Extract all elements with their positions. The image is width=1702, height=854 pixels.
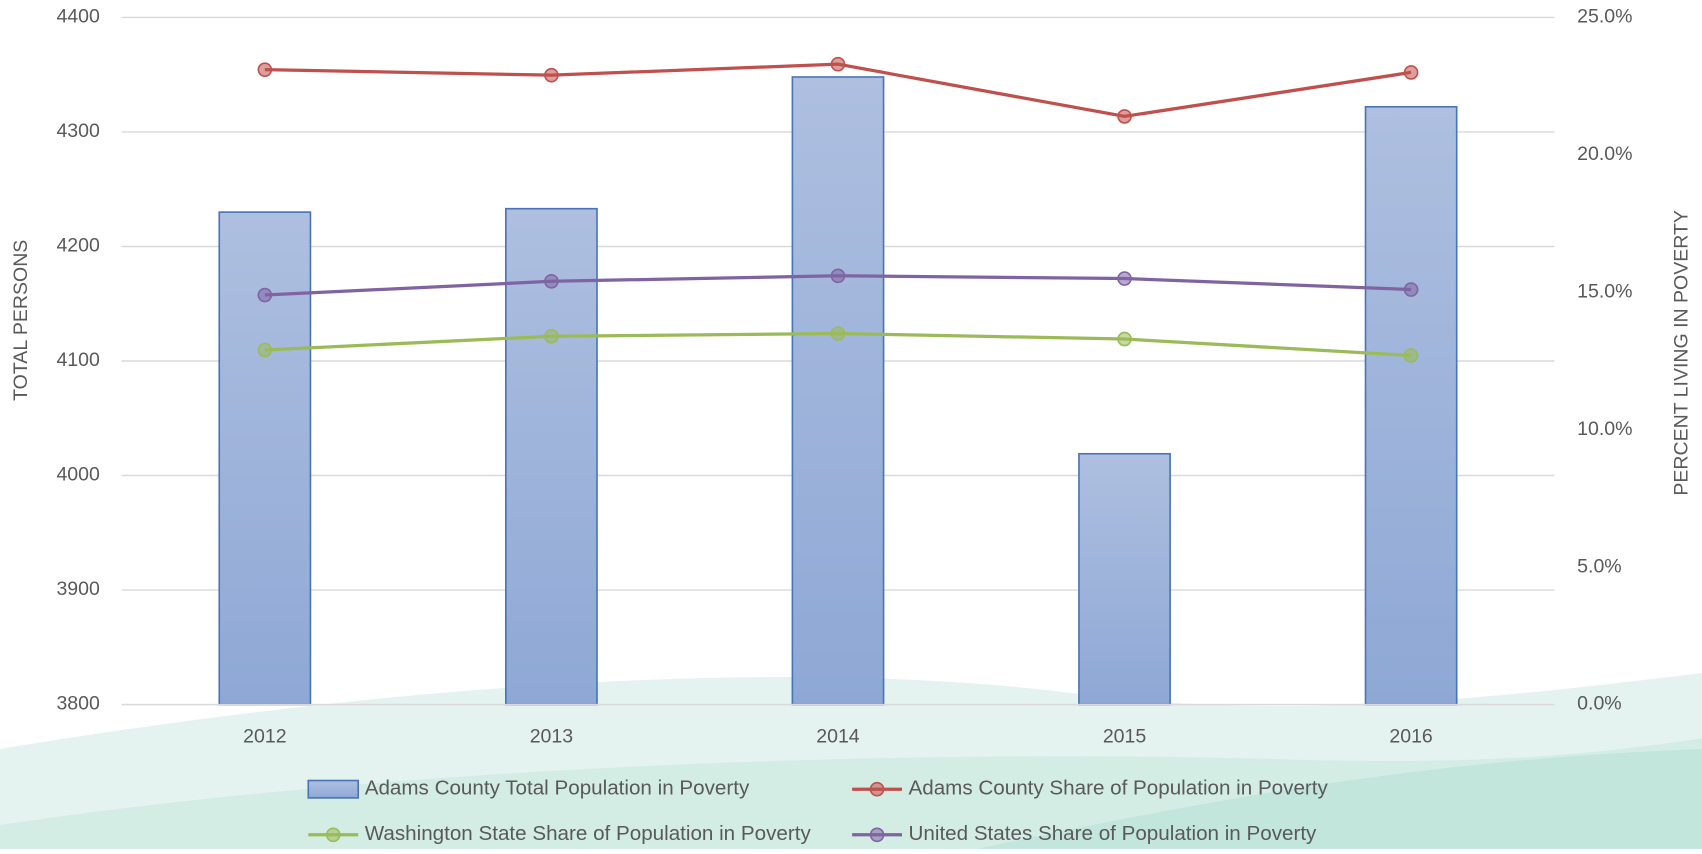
y-tick-label: 4100 xyxy=(56,349,100,371)
marker xyxy=(830,326,846,341)
marker xyxy=(257,342,273,358)
y-tick-label: 3900 xyxy=(56,578,100,600)
bar xyxy=(505,207,598,706)
x-tick-label: 2014 xyxy=(816,725,860,747)
y-axis-title: TOTAL PERSONS xyxy=(10,240,32,401)
bar xyxy=(218,211,312,706)
y2-tick-label: 15.0% xyxy=(1577,280,1632,302)
marker xyxy=(544,328,559,344)
marker xyxy=(1403,348,1419,363)
legend-marker xyxy=(869,781,885,797)
background-waves xyxy=(0,673,1702,849)
y-tick-label: 4300 xyxy=(56,120,100,142)
y-tick-label: 4000 xyxy=(56,464,100,486)
y2-tick-label: 20.0% xyxy=(1577,143,1632,165)
legend-label: United States Share of Population in Pov… xyxy=(909,822,1318,845)
y-tick-label: 4200 xyxy=(56,235,100,257)
marker xyxy=(544,273,559,289)
marker xyxy=(1403,282,1419,297)
marker xyxy=(257,287,273,303)
marker xyxy=(1117,109,1132,124)
legend-label: Adams County Share of Population in Pove… xyxy=(909,777,1329,800)
y2-tick-label: 25.0% xyxy=(1577,6,1632,28)
y2-tick-label: 10.0% xyxy=(1577,418,1632,440)
legend-swatch xyxy=(307,779,360,799)
y-tick-label: 4400 xyxy=(56,6,100,28)
legend-marker xyxy=(869,827,885,843)
legend-item: Adams County Share of Population in Pove… xyxy=(852,777,1329,800)
y2-tick-label: 0.0% xyxy=(1577,693,1621,715)
x-tick-label: 2015 xyxy=(1103,725,1147,747)
legend-item: Adams County Total Population in Poverty xyxy=(307,777,750,800)
marker xyxy=(1117,271,1132,286)
legend-label: Washington State Share of Population in … xyxy=(365,822,812,845)
marker xyxy=(257,62,273,77)
bar xyxy=(1078,452,1171,706)
bar xyxy=(791,76,885,706)
marker xyxy=(830,268,846,284)
y-tick-label: 3800 xyxy=(56,693,100,715)
legend-label: Adams County Total Population in Poverty xyxy=(365,777,750,800)
legend-marker xyxy=(325,827,341,843)
marker xyxy=(544,67,559,83)
legend-item: Washington State Share of Population in … xyxy=(308,822,811,845)
bar xyxy=(1364,105,1458,706)
y2-tick-label: 5.0% xyxy=(1577,555,1621,577)
x-tick-label: 2012 xyxy=(243,725,286,747)
marker xyxy=(1117,331,1132,347)
marker xyxy=(830,56,846,72)
x-tick-label: 2013 xyxy=(530,725,573,747)
y2-axis-title: PERCENT LIVING IN POVERTY xyxy=(1671,210,1693,496)
legend-item: United States Share of Population in Pov… xyxy=(852,822,1317,845)
marker xyxy=(1403,65,1419,80)
x-tick-label: 2016 xyxy=(1389,725,1432,747)
